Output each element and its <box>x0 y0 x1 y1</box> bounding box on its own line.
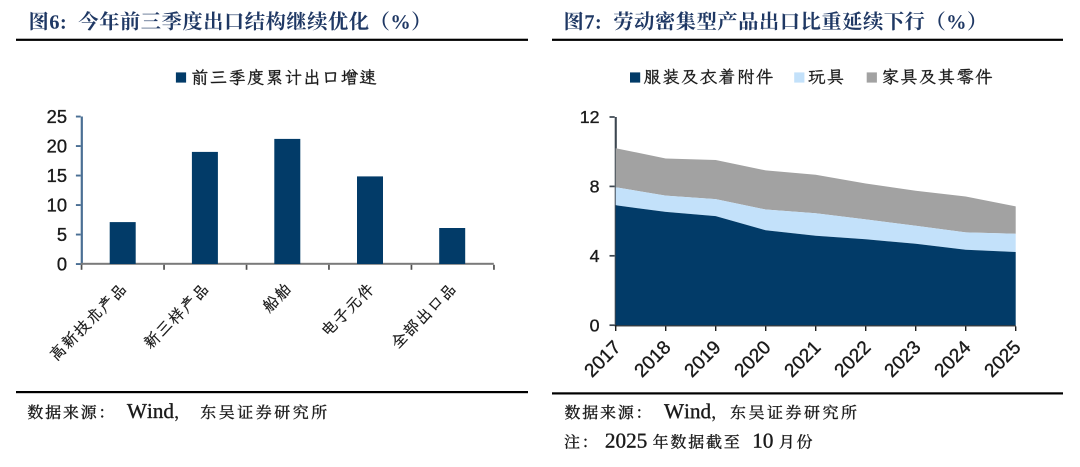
svg-text:4: 4 <box>590 246 600 266</box>
svg-text:0: 0 <box>590 315 600 335</box>
svg-text:8: 8 <box>590 177 600 197</box>
svg-text:0: 0 <box>57 254 67 275</box>
svg-text:12: 12 <box>580 107 600 127</box>
svg-text:20: 20 <box>47 136 67 157</box>
svg-text:5: 5 <box>57 224 67 245</box>
svg-text:15: 15 <box>47 165 67 186</box>
svg-text:10: 10 <box>47 195 67 216</box>
svg-text:25: 25 <box>47 106 67 127</box>
